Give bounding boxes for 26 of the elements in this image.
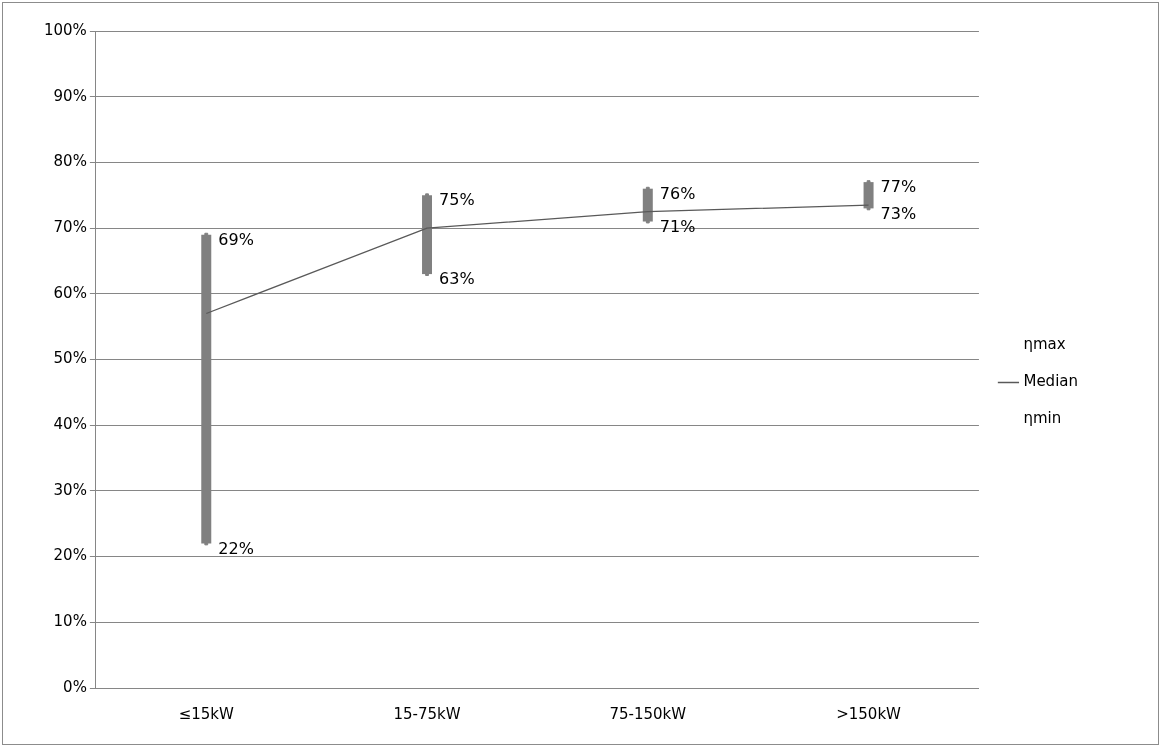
y-tick-label: 100% xyxy=(43,20,87,39)
legend-label: Median xyxy=(1023,372,1078,391)
y-tick-label: 10% xyxy=(53,612,87,631)
x-tick-label: 15-75kW xyxy=(393,704,461,723)
data-label: 75% xyxy=(439,190,475,210)
data-label: 71% xyxy=(659,216,696,236)
y-tick-label: 80% xyxy=(53,152,87,171)
y-tick-label: 40% xyxy=(53,415,87,434)
data-label: 73% xyxy=(880,203,917,223)
y-tick-label: 70% xyxy=(53,217,87,236)
y-tick-label: 50% xyxy=(53,349,87,368)
y-tick-label: 20% xyxy=(53,546,87,565)
text: ηmin xyxy=(1023,409,1062,428)
data-label: 77% xyxy=(880,177,917,197)
y-tick-label: 90% xyxy=(53,86,87,105)
text: ηmax xyxy=(1023,335,1066,354)
x-tick-label: 75-150kW xyxy=(609,704,687,723)
y-tick-label: 0% xyxy=(63,677,87,696)
y-tick-label: 60% xyxy=(53,283,87,302)
x-tick-label: ≤15kW xyxy=(178,704,235,723)
data-label: 22% xyxy=(218,538,254,558)
x-tick-label: >150kW xyxy=(836,704,902,723)
data-label: 76% xyxy=(659,183,696,203)
data-label: 63% xyxy=(439,269,475,289)
y-tick-label: 30% xyxy=(53,480,87,499)
data-label: 69% xyxy=(218,229,254,249)
